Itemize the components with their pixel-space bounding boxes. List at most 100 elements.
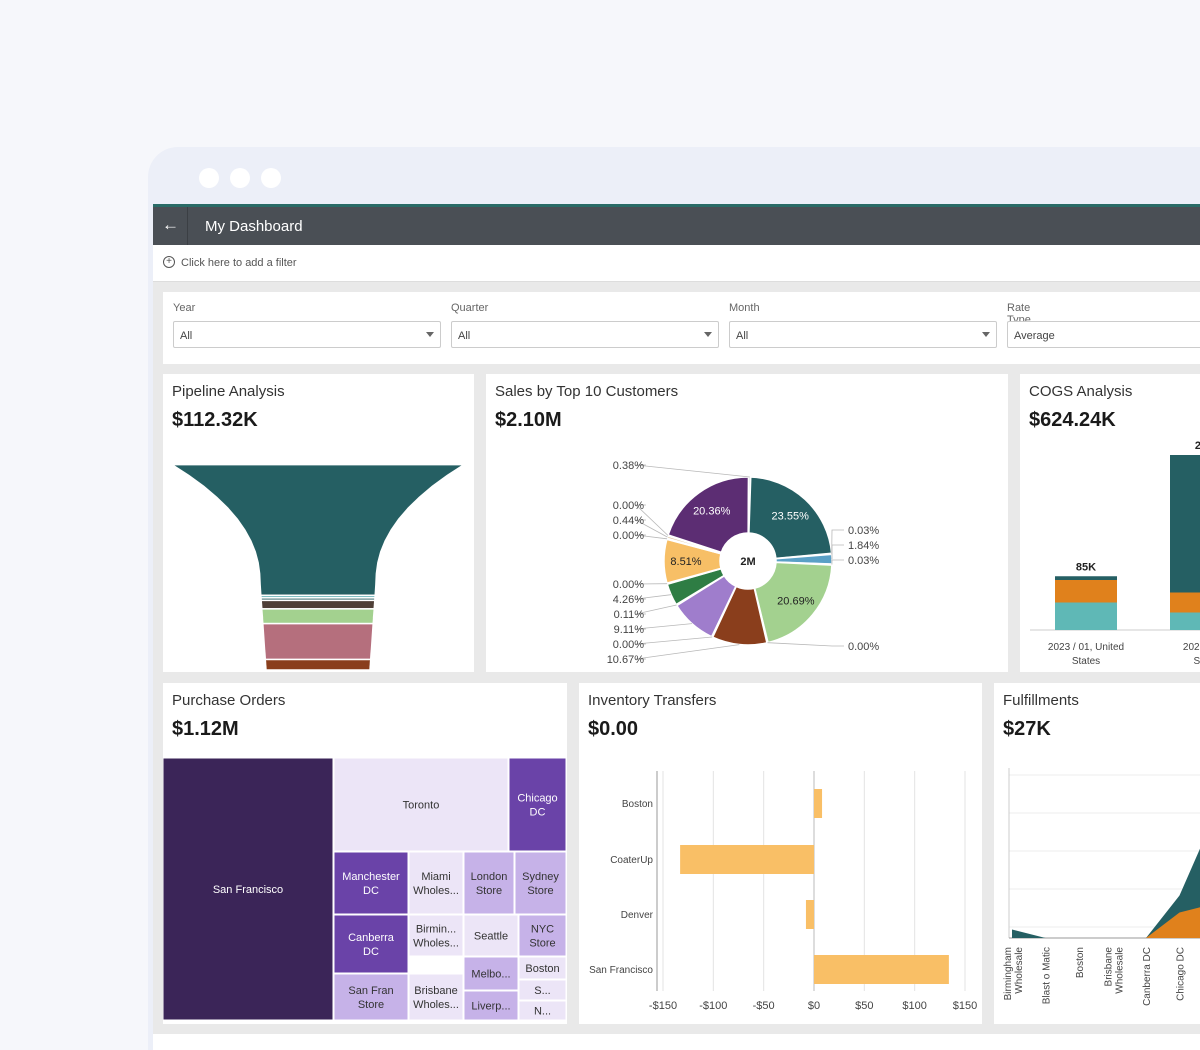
x-tick-label: -$150 [649, 1000, 677, 1012]
treemap-cell [463, 956, 519, 991]
treemap-cell-label: London [471, 871, 508, 883]
pie-leader-line [635, 623, 693, 630]
pie-slice [747, 476, 833, 560]
inventory-bar [680, 845, 814, 874]
cogs-bar-segment [1055, 602, 1117, 630]
back-arrow-icon[interactable]: ← [162, 215, 179, 234]
treemap-cell-label: N... [534, 1006, 551, 1018]
treemap-cell-label: Store [527, 885, 553, 897]
cogs-bar-segment [1055, 576, 1117, 580]
purchase-orders-card[interactable]: Purchase Orders $1.12M San Francisco Toro… [163, 683, 567, 1024]
pie-outside-label: 0.00% [613, 639, 644, 651]
cogs-bar-total-label: 27 [1195, 440, 1200, 452]
treemap-cell-label: Sydney [522, 871, 559, 883]
card-value: $112.32K [172, 409, 258, 431]
quarter-select[interactable]: All [451, 321, 719, 348]
chevron-down-icon [704, 332, 712, 337]
treemap-cell [463, 990, 519, 1021]
pie-leader-line [635, 519, 668, 538]
pie-outside-label: 0.00% [613, 530, 644, 542]
pie-outside-label: 1.84% [848, 540, 879, 552]
treemap-cell [463, 914, 519, 957]
card-value: $0.00 [588, 718, 639, 740]
pie-leader-line [831, 529, 844, 554]
treemap-cell-label: Melbo... [471, 969, 510, 981]
y-category-label: Denver [621, 910, 654, 921]
treemap-cell-label: Miami [421, 871, 450, 883]
x-category-label: Wholesale [1014, 947, 1025, 994]
chevron-down-icon [426, 332, 434, 337]
area-series [1012, 848, 1200, 938]
pipeline-analysis-card[interactable]: Pipeline Analysis $112.32K [163, 374, 474, 672]
treemap-cell-label: Store [358, 999, 384, 1011]
pie-slice [667, 476, 750, 554]
rate-type-select[interactable]: Average [1007, 321, 1200, 348]
x-tick-label: $150 [953, 1000, 977, 1012]
card-title: COGS Analysis [1029, 383, 1133, 400]
x-category-label: Canberra DC [1142, 947, 1153, 1006]
x-category-label: Blast o Matic [1042, 947, 1053, 1004]
window-controls [199, 168, 281, 188]
funnel-stage [260, 599, 376, 610]
inventory-bar [814, 789, 823, 818]
funnel-stage [261, 608, 375, 625]
window-dot-minimize[interactable] [230, 168, 250, 188]
filter-selectors: Year All Quarter All Month All [163, 292, 1200, 364]
treemap-cell [333, 973, 409, 1021]
inventory-transfers-card[interactable]: Inventory Transfers $0.00 -$150 -$100 -$50… [579, 683, 982, 1024]
treemap-cell-label: Seattle [474, 931, 508, 943]
cogs-analysis-card[interactable]: COGS Analysis $624.24K 85K 2023 / 01, Uni… [1020, 374, 1200, 672]
browser-window: ← My Dashboard + Click here to add a fil… [148, 147, 1200, 1050]
treemap-cell-label: Brisbane [414, 985, 457, 997]
treemap-cell-label: NYC [531, 924, 554, 936]
sales-top-customers-card[interactable]: Sales by Top 10 Customers $2.10M 23.55% 2… [486, 374, 1008, 672]
x-category-label: Wholesale [1115, 947, 1126, 994]
treemap-cell [518, 956, 567, 980]
year-select[interactable]: All [173, 321, 441, 348]
cogs-category-label: Sta [1193, 656, 1200, 667]
filter-bar[interactable]: + Click here to add a filter [153, 245, 1200, 282]
pie-slice [753, 561, 833, 644]
treemap-cell-label: San Fran [348, 985, 393, 997]
treemap-cell [408, 851, 464, 915]
y-category-label: Boston [622, 799, 653, 810]
treemap-cell [333, 914, 409, 974]
pie-leader-line [831, 559, 844, 565]
pie-leader-line [635, 594, 672, 600]
year-select-value: All [180, 330, 193, 342]
pie-slice-label: 23.55% [772, 511, 810, 523]
pie-leader-line [635, 644, 740, 660]
fulfillments-area-chart: Birmingham Wholesale Blast o Matic Boston Br… [1003, 768, 1200, 1006]
pie-outside-label: 0.03% [848, 525, 879, 537]
pie-outside-label: 0.00% [848, 641, 879, 653]
add-filter-hint[interactable]: Click here to add a filter [181, 257, 297, 269]
card-value: $624.24K [1029, 409, 1116, 431]
fulfillments-card[interactable]: Fulfillments $27K Birmingham Wholesale Bla… [994, 683, 1200, 1024]
cogs-category-label: States [1072, 656, 1100, 667]
pie-outside-label: 0.00% [613, 500, 644, 512]
treemap-cell-label: Manchester [342, 871, 400, 883]
card-value: $1.12M [172, 718, 239, 740]
treemap-cell-label: Wholes... [413, 885, 459, 897]
pie-outside-label: 0.11% [614, 609, 645, 621]
card-title: Fulfillments [1003, 692, 1079, 709]
month-select[interactable]: All [729, 321, 997, 348]
cogs-bar-segment [1055, 580, 1117, 603]
cogs-bar-total-label: 85K [1076, 561, 1096, 573]
add-filter-icon[interactable]: + [163, 256, 175, 268]
pie-slice-label: 20.36% [693, 506, 731, 518]
cogs-bar-segment [1170, 612, 1200, 630]
pie-outside-label: 9.11% [614, 624, 645, 636]
y-category-label: San Francisco [589, 965, 653, 976]
pie-center-label: 2M [740, 556, 755, 568]
treemap-cell-label: Liverp... [471, 1001, 510, 1013]
window-dot-maximize[interactable] [261, 168, 281, 188]
card-title: Inventory Transfers [588, 692, 717, 709]
card-title: Purchase Orders [172, 692, 286, 709]
cogs-category-label: 2023 / 01, United [1048, 642, 1124, 653]
treemap-cell-label: San Francisco [213, 884, 283, 896]
window-dot-close[interactable] [199, 168, 219, 188]
inventory-bar [805, 900, 814, 929]
pie-leader-line [831, 544, 844, 560]
x-tick-label: $50 [855, 1000, 873, 1012]
